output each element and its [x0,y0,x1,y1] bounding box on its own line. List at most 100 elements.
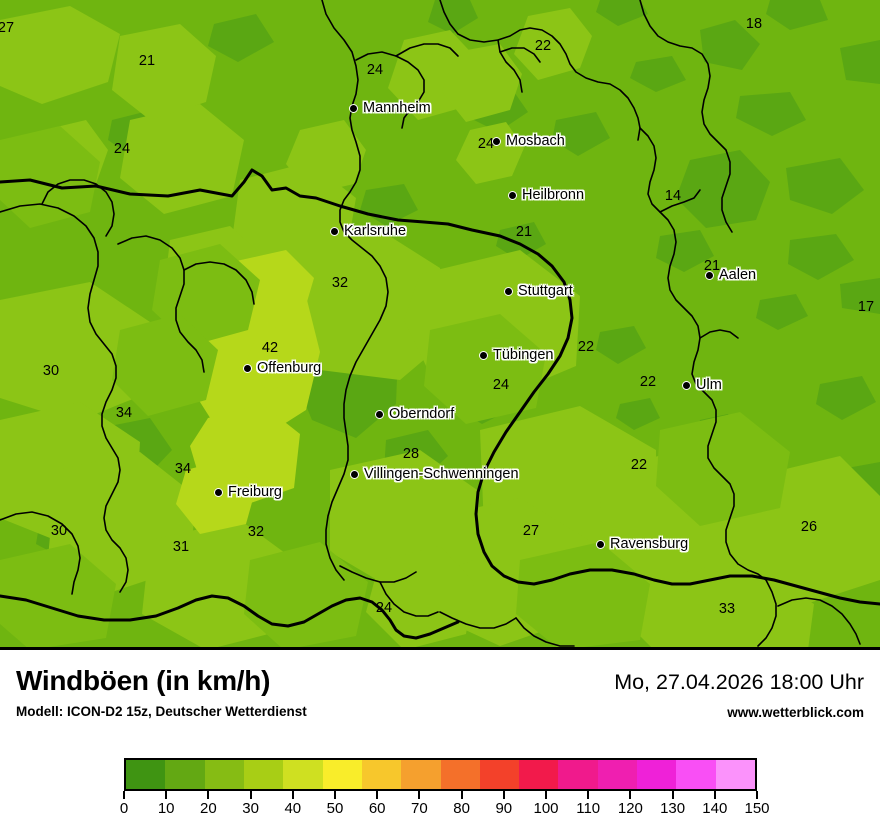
colorbar-tick-label: 10 [157,800,175,817]
city-marker[interactable]: Mosbach [492,133,565,149]
colorbar-tick-mark [207,791,210,799]
colorbar-swatch [440,760,480,789]
meta-block: Mo, 27.04.2026 18:00 Uhr www.wetterblick… [614,670,864,720]
colorbar-tick-mark [249,791,252,799]
colorbar-swatch [204,760,244,789]
city-label: Tübingen [493,347,554,363]
colorbar-tick-label: 80 [453,800,470,817]
city-marker[interactable]: Stuttgart [504,283,573,299]
city-dot-icon [504,286,513,296]
regional-border-lines [0,0,861,647]
colorbar-swatch [165,760,205,789]
colorbar-swatch [401,760,441,789]
city-dot-icon [479,350,488,360]
colorbar-tick-mark [291,791,294,799]
colorbar-swatch [637,760,677,789]
colorbar-swatch [676,760,716,789]
page-title: Windböen (in km/h) [16,665,271,696]
colorbar-tick-label: 40 [284,800,302,817]
colorbar-tick-mark [165,791,168,799]
colorbar-tick-mark [629,791,632,799]
city-label: Karlsruhe [344,223,407,239]
colorbar-tick-mark [756,791,758,799]
colorbar-tick-label: 130 [660,800,686,817]
colorbar-tick-label: 120 [617,800,643,817]
colorbar-swatch [283,760,323,789]
colorbar-tick-labels: 0 10 20 30 40 50 60 70 80 90 100 110 120 130 140 150 [120,800,770,822]
city-label: Ravensburg [610,536,689,552]
colorbar-tick-label: 20 [200,800,217,817]
weather-map[interactable]: 2721242218242421143221173034422222243428… [0,0,880,650]
city-label: Ulm [696,377,722,393]
colorbar-tick-mark [671,791,674,799]
caption-bar: Windböen (in km/h) Modell: ICON-D2 15z, … [0,650,880,745]
colorbar-tick-label: 70 [411,800,428,817]
city-dot-icon [508,190,517,200]
colorbar-tick-mark [502,791,505,799]
colorbar-legend: 0 10 20 30 40 50 60 70 80 90 100 110 120 130 140 150 [0,745,880,830]
city-dot-icon [705,270,714,280]
colorbar-tick-mark [334,791,336,799]
city-dot-icon [330,226,339,236]
city-label: Stuttgart [518,283,573,299]
colorbar-tick-label: 140 [702,800,728,817]
colorbar-swatch [126,760,166,789]
country-border-line [0,168,880,606]
city-dot-icon [682,380,691,390]
valid-time-label: Mo, 27.04.2026 18:00 Uhr [614,670,864,694]
colorbar-swatch [243,760,284,789]
colorbar-tick-label: 30 [242,800,259,817]
colorbar-tick-mark [713,791,716,799]
city-marker[interactable]: Aalen [705,267,756,283]
city-marker[interactable]: Heilbronn [508,187,584,203]
city-label: Villingen-Schwenningen [364,466,519,482]
colorbar-tick-label: 90 [495,800,513,817]
model-subtitle: Modell: ICON-D2 15z, Deutscher Wetterdie… [16,704,307,720]
title-block: Windböen (in km/h) Modell: ICON-D2 15z, … [16,665,307,720]
colorbar-swatch [558,760,598,789]
city-marker[interactable]: Ravensburg [596,536,688,552]
colorbar-tick-label: 50 [326,800,344,817]
city-marker[interactable]: Offenburg [243,360,321,376]
colorbar-tick-mark [545,791,547,799]
city-label: Oberndorf [389,406,455,422]
city-dot-icon [492,136,501,146]
city-label: Freiburg [228,484,282,500]
colorbar-swatch [322,760,362,789]
colorbar-tick-label: 110 [576,800,601,817]
city-dot-icon [349,103,358,113]
colorbar-tick-mark [460,791,463,799]
city-marker[interactable]: Villingen-Schwenningen [350,466,519,482]
city-dot-icon [214,487,223,497]
city-label: Offenburg [257,360,322,376]
colorbar-tick-label: 60 [368,800,386,817]
colorbar-swatch [715,760,755,789]
city-label: Mannheim [363,100,431,116]
site-url-label: www.wetterblick.com [727,705,864,720]
colorbar-tick-mark [587,791,590,799]
city-dot-icon [596,539,605,549]
city-label: Heilbronn [522,187,585,203]
colorbar-swatch [519,760,559,789]
city-label: Mosbach [506,133,565,149]
colorbar-tick-mark [418,791,421,799]
city-marker[interactable]: Oberndorf [375,406,454,422]
city-marker[interactable]: Tübingen [479,347,553,363]
colorbar-tick-mark [123,791,125,799]
colorbar-tick-label: 150 [744,800,770,817]
city-dot-icon [350,469,359,479]
city-marker[interactable]: Mannheim [349,100,431,116]
southern-border-line [0,594,460,640]
city-dot-icon [375,409,384,419]
colorbar-swatch [361,760,402,789]
city-marker[interactable]: Ulm [682,377,722,393]
colorbar-tick-label: 0 [119,800,129,817]
colorbar-swatch [597,760,638,789]
city-label: Aalen [719,267,757,283]
city-dot-icon [243,363,252,373]
colorbar-tick-label: 100 [533,800,559,817]
colorbar-swatches [124,758,757,791]
city-marker[interactable]: Karlsruhe [330,223,406,239]
city-marker[interactable]: Freiburg [214,484,282,500]
